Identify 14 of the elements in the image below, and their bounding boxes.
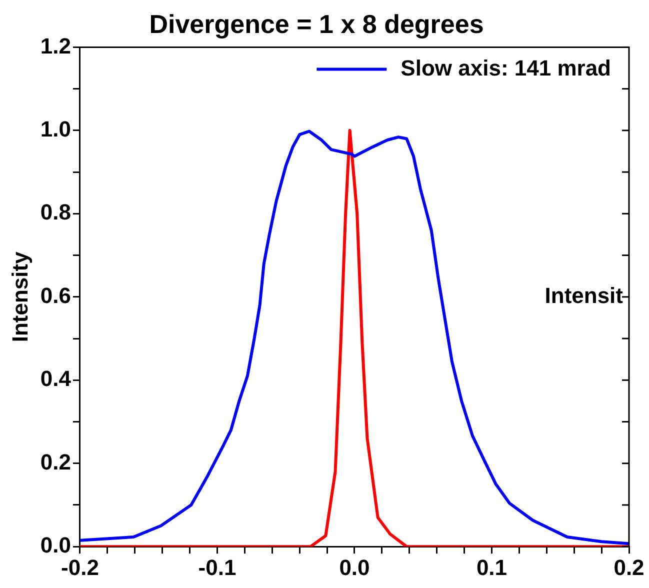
legend-label: Slow axis: 141 mrad: [400, 55, 612, 80]
y-tick-label: 0.2: [40, 449, 71, 474]
x-tick-label: -0.1: [198, 554, 236, 580]
annotation: Intensit: [544, 282, 624, 308]
y-tick-label: 0.6: [40, 282, 71, 308]
y-axis-title: Intensity: [7, 250, 32, 342]
x-tick-label: 0.1: [476, 554, 508, 580]
y-tick-label: 1.0: [40, 116, 71, 142]
y-tick-label: 1.2: [40, 33, 71, 58]
y-tick-label: 0.8: [40, 200, 71, 225]
x-tick-label: 0.2: [614, 554, 644, 580]
x-tick-label: 0.0: [339, 554, 370, 580]
y-tick-label: 0.4: [40, 366, 72, 392]
chart-title: Divergence = 1 x 8 degrees: [149, 8, 484, 39]
